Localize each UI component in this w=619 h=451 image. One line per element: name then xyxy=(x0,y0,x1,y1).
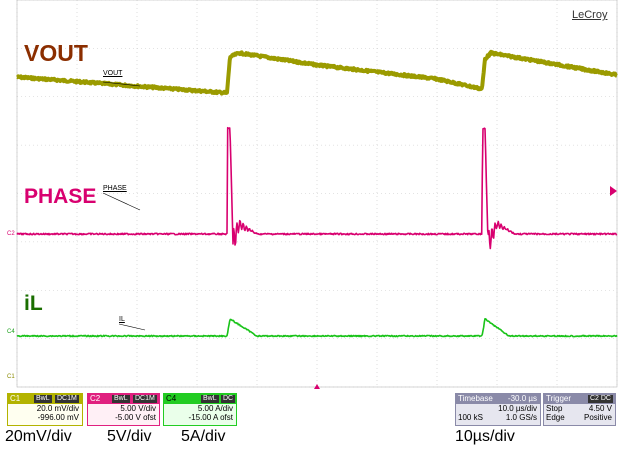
c2-name: C2 xyxy=(90,394,101,403)
c4-name: C4 xyxy=(166,394,177,403)
vout-scale-caption: 20mV/div xyxy=(5,428,72,445)
c4-panel[interactable]: C4 BwL DC 5.00 A/div -15.00 A ofst xyxy=(163,393,237,426)
timebase-scale: 10.0 µs/div xyxy=(498,404,537,413)
il-label: iL xyxy=(24,292,43,315)
c4-tag-coupling: DC xyxy=(221,395,236,403)
vout-label: VOUT xyxy=(24,40,88,66)
c4-scale: 5.00 A/div xyxy=(197,404,233,413)
trigger-type: Edge xyxy=(546,413,565,422)
c1-marker: C1 xyxy=(7,374,15,380)
vout-small-label: VOUT xyxy=(103,70,123,77)
c2-panel[interactable]: C2 BwL DC1M 5.00 V/div -5.00 V ofst xyxy=(87,393,160,426)
c2-offset: -5.00 V ofst xyxy=(115,413,156,422)
trigger-level-marker xyxy=(610,186,617,196)
phase-scale-caption: 5V/div xyxy=(107,428,152,445)
il-scale-caption: 5A/div xyxy=(181,428,226,445)
brand-logo: LeCroy xyxy=(572,9,608,21)
c1-name: C1 xyxy=(10,394,21,403)
trigger-title: Trigger xyxy=(546,394,572,403)
c2-tag-coupling: DC1M xyxy=(133,395,157,403)
c4-tag-bwl: BwL xyxy=(201,395,219,403)
c1-scale: 20.0 mV/div xyxy=(36,404,79,413)
trigger-panel[interactable]: Trigger C2 DC Stop 4.50 V Edge Positive xyxy=(543,393,616,426)
phase-pointer xyxy=(102,192,141,211)
markers xyxy=(102,81,617,389)
c2-tag-bwl: BwL xyxy=(112,395,130,403)
timebase-title: Timebase xyxy=(458,394,493,403)
phase-small-label: PHASE xyxy=(103,185,127,192)
vout-pointer xyxy=(102,81,141,87)
trigger-level: 4.50 V xyxy=(588,404,612,413)
il-trace xyxy=(16,318,618,338)
il-pointer xyxy=(118,323,146,331)
c1-offset: -996.00 mV xyxy=(37,413,79,422)
c4-marker: C4 xyxy=(7,329,15,335)
il-small-label: IL xyxy=(119,316,125,323)
timebase-panel[interactable]: Timebase -30.0 µs 10.0 µs/div 100 kS 1.0… xyxy=(455,393,541,426)
trigger-source-tag: C2 DC xyxy=(587,395,613,403)
timebase-rate: 1.0 GS/s xyxy=(505,413,537,422)
c2-scale: 5.00 V/div xyxy=(120,404,156,413)
trigger-time-marker xyxy=(314,384,320,389)
time-scale-caption: 10µs/div xyxy=(455,428,515,445)
timebase-offset: -30.0 µs xyxy=(507,394,537,403)
c1-tag-coupling: DC1M xyxy=(55,395,79,403)
c2-marker: C2 xyxy=(7,231,15,237)
c1-tag-bwl: BwL xyxy=(34,395,52,403)
c4-offset: -15.00 A ofst xyxy=(188,413,233,422)
phase-trace xyxy=(16,126,618,250)
phase-label: PHASE xyxy=(24,185,97,208)
trigger-mode: Stop xyxy=(546,404,563,413)
timebase-samples: 100 kS xyxy=(458,413,483,422)
trigger-slope: Positive xyxy=(583,413,612,422)
c1-panel[interactable]: C1 BwL DC1M 20.0 mV/div -996.00 mV xyxy=(7,393,83,426)
